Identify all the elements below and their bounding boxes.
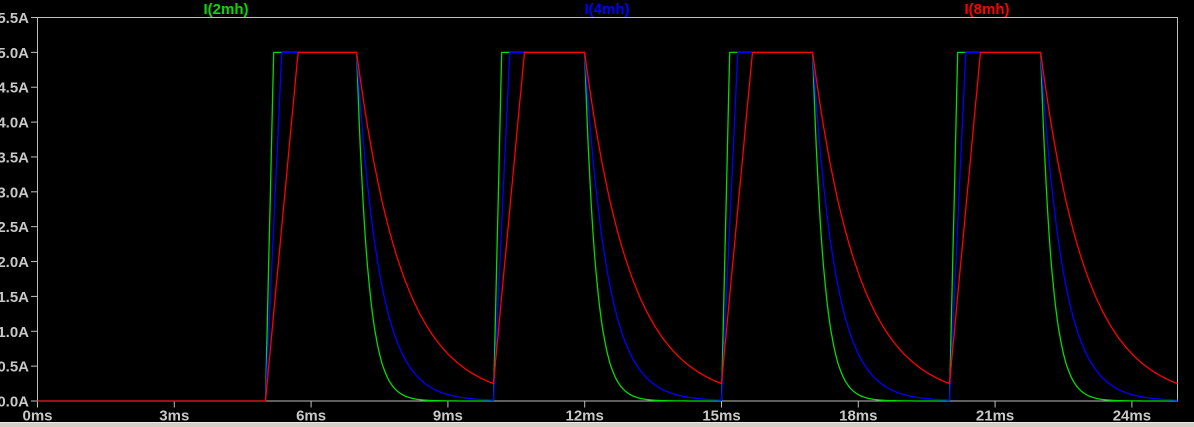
x-axis-tick-label: 21ms <box>976 408 1014 425</box>
x-axis-tick-label: 6ms <box>296 408 326 425</box>
trace-label-i4mh[interactable]: I(4mh) <box>584 1 630 18</box>
trace-label-i2mh[interactable]: I(2mh) <box>203 1 249 18</box>
x-axis-tick-label: 3ms <box>159 408 189 425</box>
x-axis-tick-label: 9ms <box>433 408 463 425</box>
y-axis-tick-label: 1.5A <box>0 289 29 306</box>
y-axis-tick-label: 3.5A <box>0 149 29 166</box>
trace-i4mh[interactable] <box>37 51 1178 402</box>
y-axis-tick-label: 0.0A <box>0 394 29 411</box>
y-axis-tick-label: 1.0A <box>0 324 29 341</box>
y-axis-tick-label: 0.5A <box>0 359 29 376</box>
x-axis-tick-label: 12ms <box>566 408 604 425</box>
y-axis-tick-label: 4.5A <box>0 80 29 97</box>
y-axis-tick-label: 3.0A <box>0 184 29 201</box>
y-axis-tick-label: 2.5A <box>0 219 29 236</box>
y-axis-tick-label: 5.5A <box>0 10 29 27</box>
y-axis-tick-label: 2.0A <box>0 254 29 271</box>
x-axis-tick-label: 0ms <box>22 408 52 425</box>
x-axis-tick-label: 24ms <box>1113 408 1151 425</box>
window-bottom-border <box>0 422 1194 427</box>
trace-i2mh[interactable] <box>37 51 1178 402</box>
trace-label-i8mh[interactable]: I(8mh) <box>964 1 1010 18</box>
y-axis-tick-label: 4.0A <box>0 115 29 132</box>
trace-i8mh[interactable] <box>37 51 1178 402</box>
x-axis-tick-label: 18ms <box>839 408 877 425</box>
y-axis-tick-label: 5.0A <box>0 45 29 62</box>
x-axis-tick-label: 15ms <box>702 408 740 425</box>
plot-border <box>37 17 1178 402</box>
